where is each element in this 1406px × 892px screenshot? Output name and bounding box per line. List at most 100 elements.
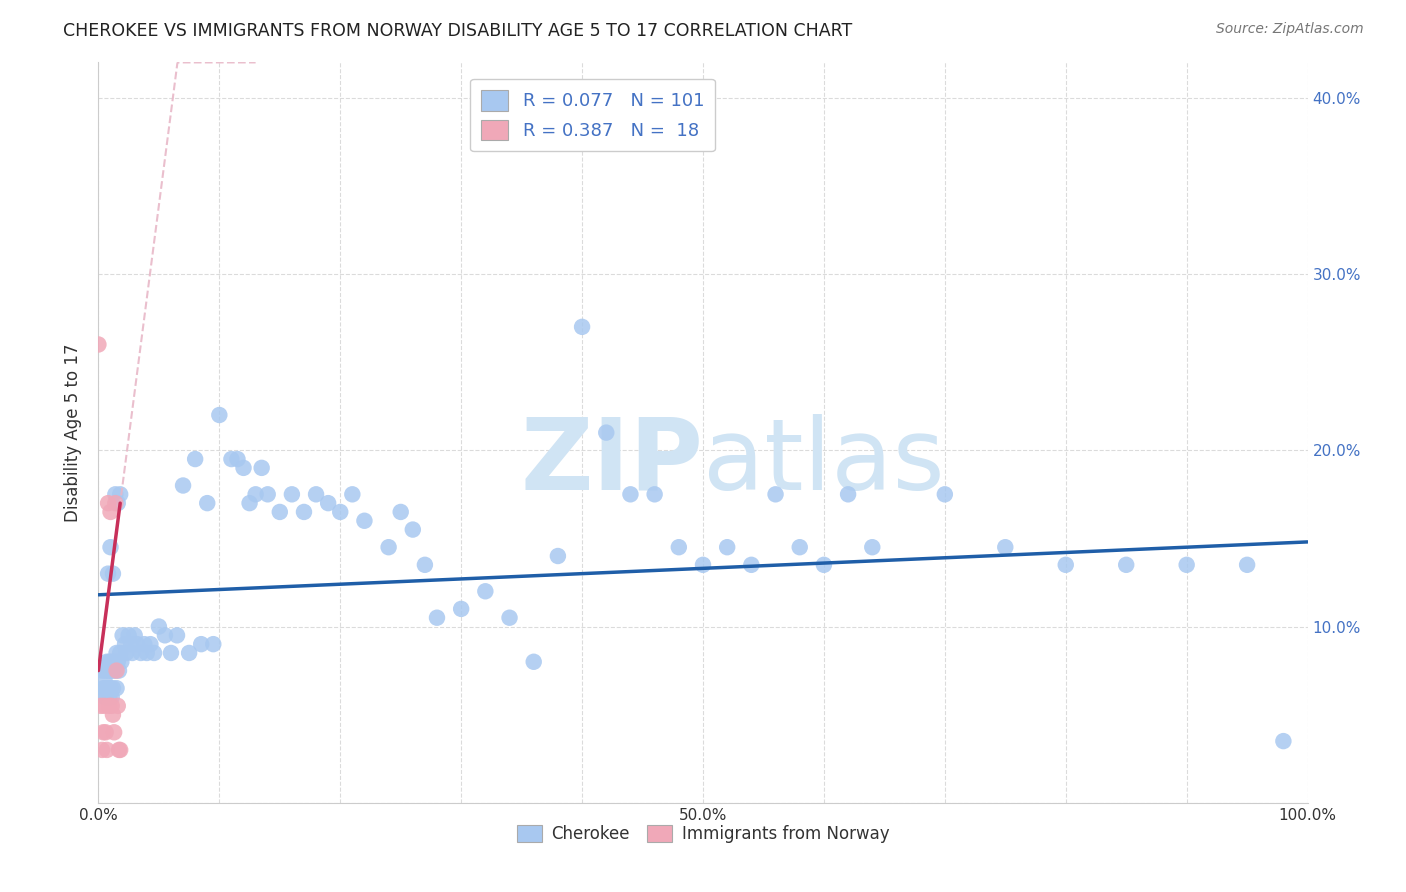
- Point: [789, 540, 811, 554]
- Point: [110, 655, 132, 669]
- Point: [837, 487, 859, 501]
- Point: [114, 637, 136, 651]
- Point: [94, 664, 117, 678]
- Point: [118, 628, 141, 642]
- Point: [860, 540, 883, 554]
- Point: [94, 681, 117, 696]
- Point: [179, 646, 201, 660]
- Point: [269, 505, 291, 519]
- Point: [100, 655, 122, 669]
- Point: [166, 628, 188, 642]
- Point: [292, 505, 315, 519]
- Point: [426, 610, 449, 624]
- Point: [498, 610, 520, 624]
- Point: [96, 690, 118, 704]
- Point: [91, 725, 114, 739]
- Point: [101, 566, 124, 581]
- Point: [353, 514, 375, 528]
- Point: [103, 655, 125, 669]
- Point: [571, 319, 593, 334]
- Point: [316, 496, 339, 510]
- Point: [813, 558, 835, 572]
- Point: [172, 478, 194, 492]
- Point: [104, 664, 127, 678]
- Point: [450, 602, 472, 616]
- Point: [103, 725, 125, 739]
- Point: [195, 496, 218, 510]
- Point: [101, 664, 124, 678]
- Point: [101, 681, 124, 696]
- Point: [96, 655, 118, 669]
- Point: [100, 540, 122, 554]
- Point: [121, 646, 143, 660]
- Text: Source: ZipAtlas.com: Source: ZipAtlas.com: [1216, 22, 1364, 37]
- Point: [668, 540, 690, 554]
- Point: [1054, 558, 1077, 572]
- Point: [547, 549, 569, 563]
- Point: [108, 743, 131, 757]
- Point: [389, 505, 412, 519]
- Point: [740, 558, 762, 572]
- Text: ZIP: ZIP: [520, 414, 703, 511]
- Point: [1115, 558, 1137, 572]
- Point: [105, 664, 128, 678]
- Point: [143, 646, 166, 660]
- Point: [619, 487, 641, 501]
- Point: [100, 698, 122, 713]
- Point: [716, 540, 738, 554]
- Y-axis label: Disability Age 5 to 17: Disability Age 5 to 17: [65, 343, 83, 522]
- Point: [108, 487, 131, 501]
- Point: [994, 540, 1017, 554]
- Point: [245, 487, 267, 501]
- Point: [202, 637, 225, 651]
- Point: [91, 743, 114, 757]
- Point: [107, 698, 129, 713]
- Point: [104, 496, 127, 510]
- Point: [120, 637, 142, 651]
- Point: [93, 698, 115, 713]
- Point: [232, 461, 254, 475]
- Point: [105, 646, 128, 660]
- Point: [97, 496, 120, 510]
- Point: [256, 487, 278, 501]
- Point: [474, 584, 496, 599]
- Point: [124, 628, 146, 642]
- Point: [329, 505, 352, 519]
- Point: [1272, 734, 1295, 748]
- Point: [90, 698, 112, 713]
- Point: [148, 619, 170, 633]
- Point: [226, 452, 249, 467]
- Point: [377, 540, 399, 554]
- Point: [96, 743, 118, 757]
- Point: [153, 628, 176, 642]
- Point: [402, 523, 425, 537]
- Point: [129, 646, 152, 660]
- Point: [100, 664, 122, 678]
- Point: [100, 681, 122, 696]
- Point: [239, 496, 262, 510]
- Point: [281, 487, 304, 501]
- Point: [101, 707, 124, 722]
- Point: [93, 690, 115, 704]
- Point: [1236, 558, 1258, 572]
- Point: [93, 673, 115, 687]
- Point: [413, 558, 436, 572]
- Point: [108, 664, 131, 678]
- Point: [160, 646, 183, 660]
- Point: [115, 646, 138, 660]
- Point: [135, 646, 157, 660]
- Point: [91, 664, 114, 678]
- Point: [98, 698, 121, 713]
- Point: [111, 628, 134, 642]
- Point: [765, 487, 787, 501]
- Point: [105, 681, 128, 696]
- Point: [305, 487, 328, 501]
- Text: atlas: atlas: [703, 414, 945, 511]
- Point: [934, 487, 956, 501]
- Point: [523, 655, 546, 669]
- Point: [342, 487, 364, 501]
- Point: [97, 664, 120, 678]
- Point: [107, 496, 129, 510]
- Text: CHEROKEE VS IMMIGRANTS FROM NORWAY DISABILITY AGE 5 TO 17 CORRELATION CHART: CHEROKEE VS IMMIGRANTS FROM NORWAY DISAB…: [63, 22, 852, 40]
- Point: [127, 637, 149, 651]
